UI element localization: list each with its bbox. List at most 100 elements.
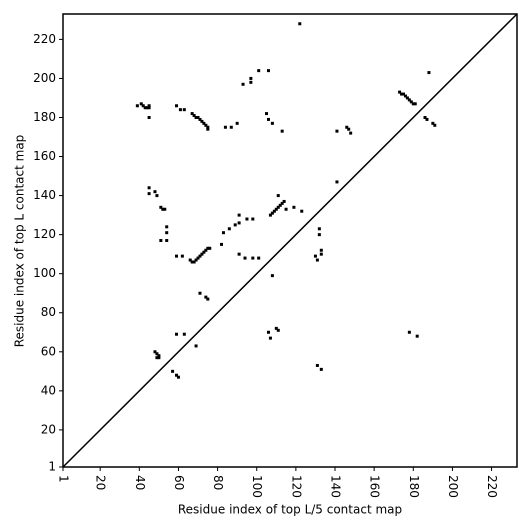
contact-point <box>278 203 282 207</box>
y-tick-label: 200 <box>33 71 56 85</box>
contact-point <box>268 336 272 340</box>
contact-point <box>345 125 349 129</box>
plot-frame <box>62 13 518 468</box>
x-tick-label: 20 <box>94 475 108 490</box>
contact-point <box>143 106 147 110</box>
contact-point <box>249 76 253 80</box>
contact-point <box>161 207 165 211</box>
contact-point <box>190 260 194 264</box>
contact-point <box>233 223 237 227</box>
contact-point <box>347 127 351 131</box>
contact-point <box>282 199 286 203</box>
contact-point <box>202 121 206 125</box>
contact-point <box>223 125 227 129</box>
y-tick-label: 60 <box>41 344 56 358</box>
contact-point <box>319 248 323 252</box>
contact-point <box>188 258 192 262</box>
x-tick-label: 140 <box>329 475 343 498</box>
contact-point <box>251 217 255 221</box>
contact-point <box>157 356 161 360</box>
x-tick-label: 200 <box>446 475 460 498</box>
contact-point <box>145 106 149 110</box>
contact-point <box>407 330 411 334</box>
contact-point <box>147 104 151 108</box>
contact-point <box>411 102 415 106</box>
contact-point <box>194 258 198 262</box>
y-tick-label: 100 <box>33 266 56 280</box>
contact-point <box>139 102 143 106</box>
contact-point <box>165 231 169 235</box>
contact-point <box>202 250 206 254</box>
contact-point <box>171 369 175 373</box>
contact-point <box>200 252 204 256</box>
x-axis-label: Residue index of top L/5 contact map <box>178 503 402 517</box>
x-tick-label: 60 <box>172 475 186 490</box>
contact-point <box>433 123 437 127</box>
contact-point <box>227 227 231 231</box>
contact-point <box>257 69 261 73</box>
contact-point <box>427 71 431 75</box>
contact-point <box>175 254 178 258</box>
y-tick-label: 120 <box>33 227 56 241</box>
contact-point <box>235 121 239 125</box>
contact-point <box>407 98 411 102</box>
contact-point <box>313 254 317 258</box>
contact-point <box>220 242 224 246</box>
contact-point <box>178 108 182 112</box>
contact-point <box>274 207 278 211</box>
contact-point <box>315 258 319 262</box>
contact-point <box>147 186 151 190</box>
contact-point <box>276 205 280 209</box>
contact-point <box>409 100 413 104</box>
contact-point <box>431 121 435 125</box>
contact-point <box>147 106 151 110</box>
contact-point <box>176 375 180 379</box>
x-tick-label: 40 <box>133 475 147 490</box>
contact-point <box>182 332 186 336</box>
x-tick-label: 180 <box>407 475 421 498</box>
contact-point <box>135 104 139 108</box>
contact-point <box>180 254 184 258</box>
contact-point <box>349 131 353 135</box>
contact-point <box>206 127 210 131</box>
contact-point <box>204 123 208 127</box>
contact-point <box>400 92 404 96</box>
contact-point <box>155 356 159 360</box>
contact-point <box>317 233 321 237</box>
x-tick-label: 160 <box>368 475 382 498</box>
contact-point <box>153 190 157 194</box>
contact-point <box>147 192 151 196</box>
y-tick-label: 80 <box>41 305 56 319</box>
contact-point <box>335 129 339 133</box>
contact-point <box>206 125 210 129</box>
diagonal <box>62 13 518 468</box>
contact-point <box>415 334 419 338</box>
contact-point <box>237 252 241 256</box>
contact-point <box>280 129 284 133</box>
y-tick-label: 1 <box>48 460 56 474</box>
contact-point <box>147 115 151 119</box>
contact-point <box>192 114 196 118</box>
contact-point <box>245 217 249 221</box>
contact-point <box>243 256 247 260</box>
contact-point <box>272 209 276 213</box>
contact-point <box>319 367 323 371</box>
contact-point <box>276 194 280 198</box>
contact-point <box>159 239 163 242</box>
contact-point <box>190 112 194 116</box>
contact-point <box>266 117 270 121</box>
contact-point <box>284 207 288 211</box>
y-tick-label: 40 <box>41 383 56 397</box>
contact-point <box>198 291 202 295</box>
y-tick-label: 20 <box>41 422 56 436</box>
contact-point <box>270 211 274 215</box>
y-tick-label: 160 <box>33 149 56 163</box>
contact-point <box>175 332 178 336</box>
x-tick-label: 100 <box>250 475 264 498</box>
contact-point <box>206 246 210 250</box>
x-tick-label: 220 <box>485 475 499 498</box>
x-tick-label: 1 <box>57 475 71 483</box>
contact-point <box>266 69 270 73</box>
contact-point <box>276 328 280 332</box>
contact-point <box>229 125 233 129</box>
